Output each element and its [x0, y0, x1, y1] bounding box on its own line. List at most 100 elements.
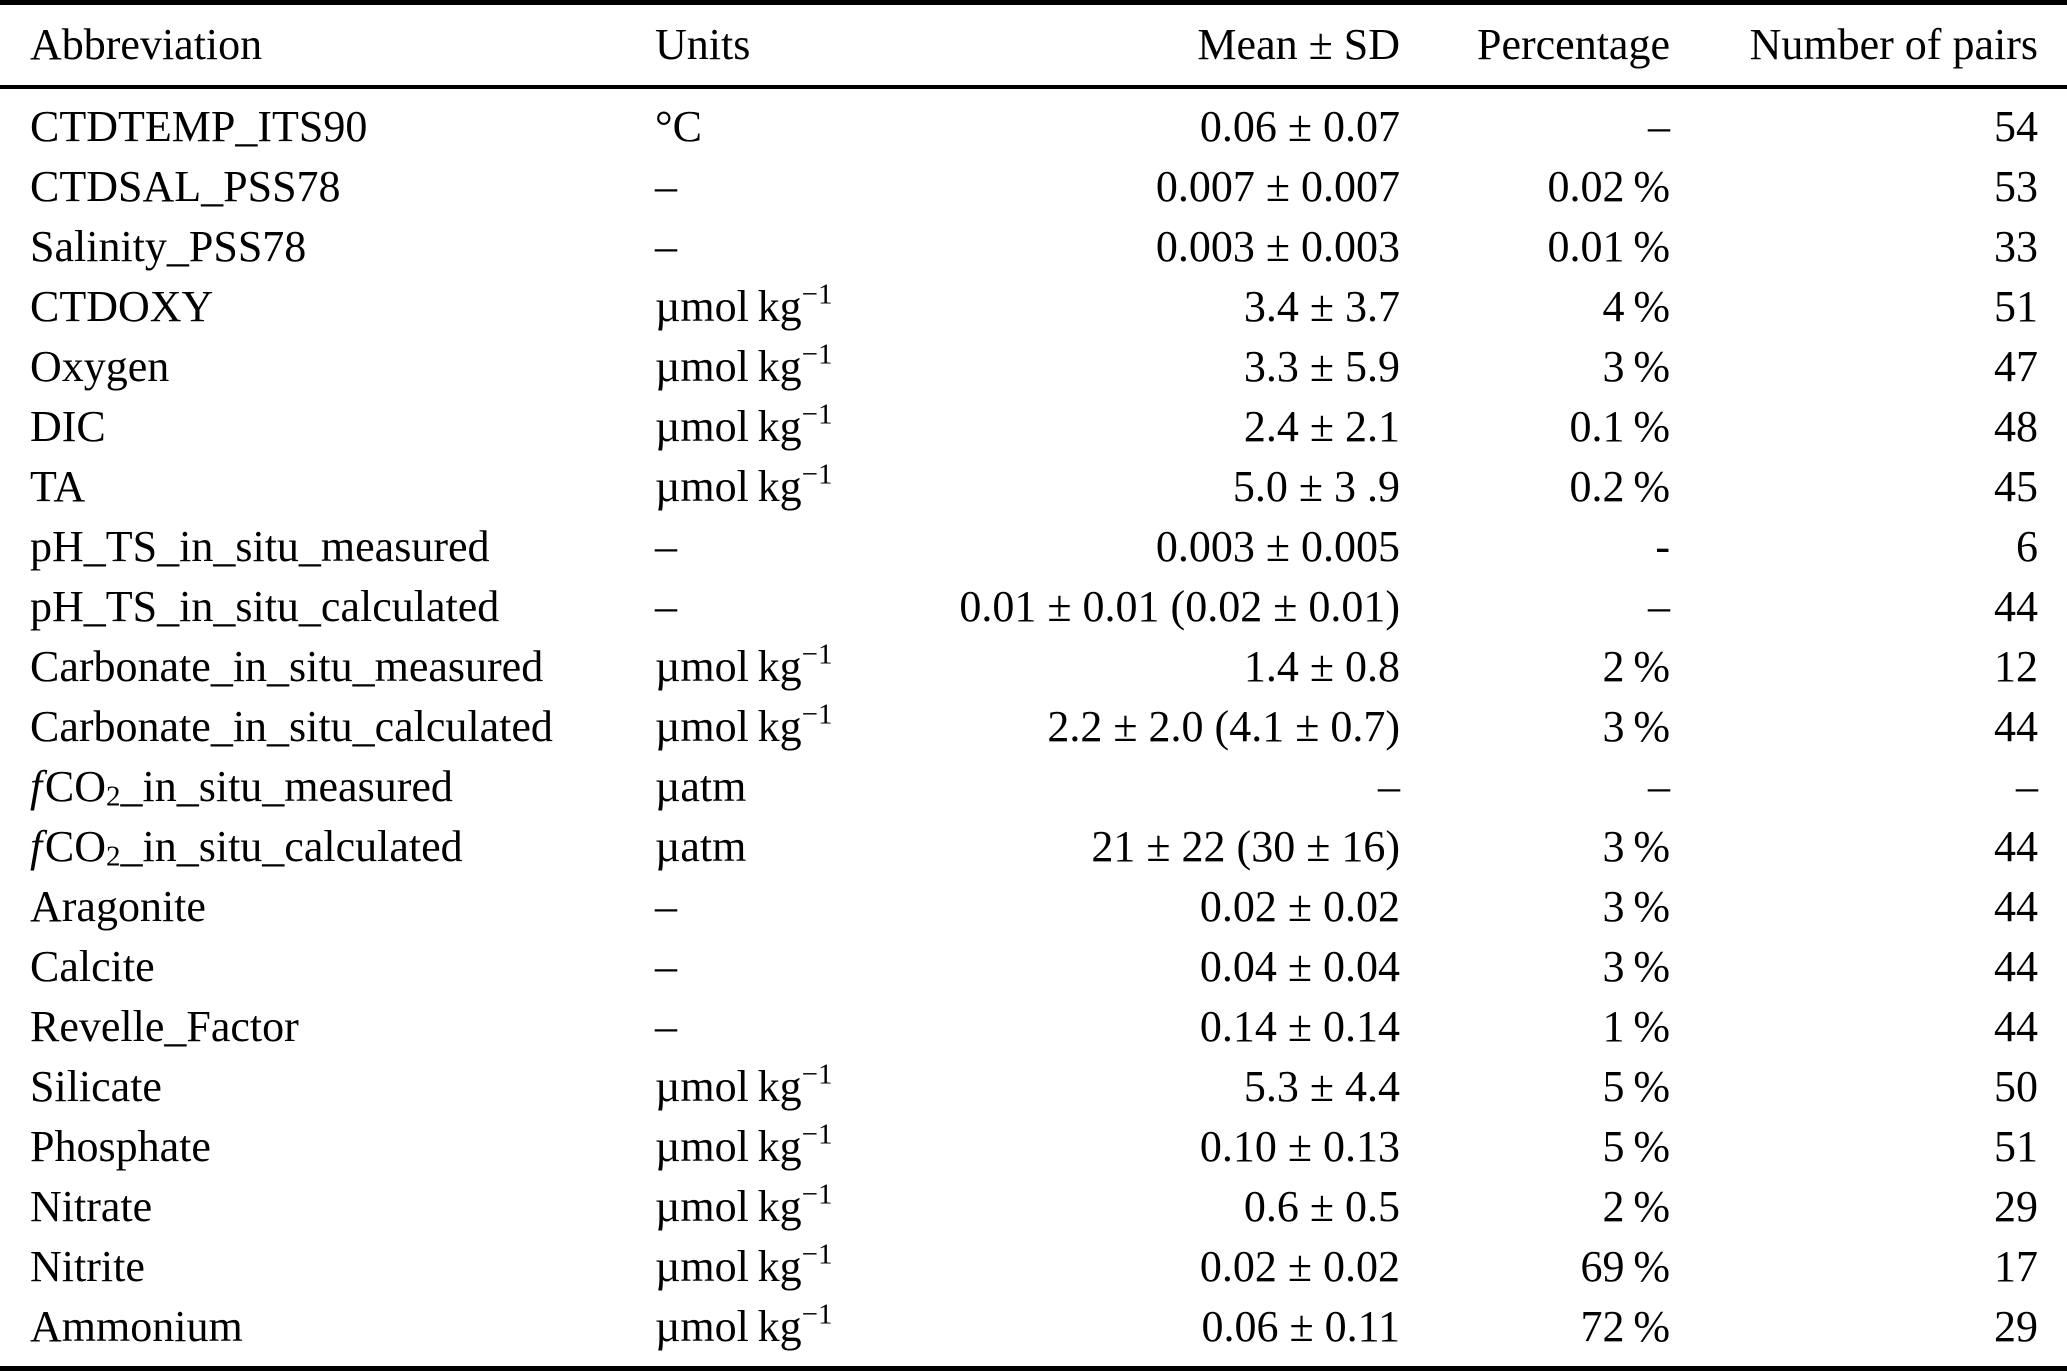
cell-mean-sd: 0.02 ± 0.02	[1199, 1242, 1400, 1291]
table-row: DIC µmol kg−1 2.4 ± 2.1 0.1 % 48	[0, 397, 2067, 457]
column-header-mean-sd: Mean ± SD	[1197, 20, 1400, 69]
cell-units: –	[655, 1002, 677, 1051]
table-row: Revelle_Factor – 0.14 ± 0.14 1 % 44	[0, 997, 2067, 1057]
cell-abbreviation: Carbonate_in_situ_measured	[30, 642, 544, 691]
table-row: Calcite – 0.04 ± 0.04 3 % 44	[0, 937, 2067, 997]
cell-percentage: 0.02 %	[1547, 162, 1670, 211]
table-row: Ammonium µmol kg−1 0.06 ± 0.11 72 % 29	[0, 1297, 2067, 1357]
cell-number-of-pairs: 44	[1994, 822, 2038, 871]
cell-abbreviation: Silicate	[30, 1062, 162, 1111]
cell-abbreviation: Ammonium	[30, 1302, 243, 1351]
cell-mean-sd: 0.02 ± 0.02	[1199, 882, 1400, 931]
cell-abbreviation: Nitrite	[30, 1242, 145, 1291]
cell-percentage: 2 %	[1602, 642, 1670, 691]
cell-abbreviation: TA	[30, 462, 86, 511]
cell-number-of-pairs: 44	[1994, 702, 2038, 751]
cell-units: µmol kg−1	[655, 1298, 833, 1351]
cell-number-of-pairs: 44	[1994, 582, 2038, 631]
cell-percentage: 3 %	[1602, 942, 1670, 991]
cell-units: –	[655, 162, 677, 211]
cell-number-of-pairs: 50	[1994, 1062, 2038, 1111]
cell-number-of-pairs: 44	[1994, 1002, 2038, 1051]
table-row: fCO2_in_situ_calculated µatm 21 ± 22 (30 ±…	[0, 817, 2067, 877]
table-row: Salinity_PSS78 – 0.003 ± 0.003 0.01 % 33	[0, 217, 2067, 277]
column-header-percentage: Percentage	[1477, 20, 1670, 69]
cell-mean-sd: 0.14 ± 0.14	[1199, 1002, 1400, 1051]
cell-number-of-pairs: –	[2016, 762, 2038, 811]
cell-abbreviation: Carbonate_in_situ_calculated	[30, 702, 553, 751]
cell-number-of-pairs: 29	[1994, 1302, 2038, 1351]
cell-percentage: 72 %	[1580, 1302, 1670, 1351]
cell-abbreviation: DIC	[30, 402, 106, 451]
cell-units: µmol kg−1	[655, 698, 833, 751]
cell-abbreviation: Nitrate	[30, 1182, 153, 1231]
cell-number-of-pairs: 44	[1994, 882, 2038, 931]
cell-percentage: 3 %	[1602, 822, 1670, 871]
cell-mean-sd: 0.06 ± 0.11	[1201, 1302, 1400, 1351]
table-row: TA µmol kg−1 5.0 ± 3 .9 0.2 % 45	[0, 457, 2067, 517]
cell-units: µatm	[655, 822, 747, 871]
cell-abbreviation: Phosphate	[30, 1122, 211, 1171]
cell-mean-sd: 1.4 ± 0.8	[1243, 642, 1400, 691]
cell-abbreviation: Revelle_Factor	[30, 1002, 299, 1051]
cell-units: –	[655, 942, 677, 991]
cell-abbreviation: CTDSAL_PSS78	[30, 162, 341, 211]
cell-percentage: –	[1648, 762, 1670, 811]
table-body: CTDTEMP_ITS90 °C 0.06 ± 0.07 – 54 CTDSAL_PSS7…	[0, 89, 2067, 1366]
cell-abbreviation: fCO2_in_situ_calculated	[30, 822, 463, 873]
table-row: Oxygen µmol kg−1 3.3 ± 5.9 3 % 47	[0, 337, 2067, 397]
cell-number-of-pairs: 44	[1994, 942, 2038, 991]
cell-units: µmol kg−1	[655, 638, 833, 691]
cell-number-of-pairs: 48	[1994, 402, 2038, 451]
cell-percentage: 0.01 %	[1547, 222, 1670, 271]
cell-units: µmol kg−1	[655, 1238, 833, 1291]
cell-mean-sd: 3.3 ± 5.9	[1243, 342, 1400, 391]
cell-mean-sd: 21 ± 22 (30 ± 16)	[1091, 822, 1400, 871]
cell-number-of-pairs: 51	[1994, 282, 2038, 331]
cell-units: µmol kg−1	[655, 278, 833, 331]
column-header-units: Units	[655, 20, 751, 69]
table-row: pH_TS_in_situ_measured – 0.003 ± 0.005 - 6	[0, 517, 2067, 577]
table-row: Nitrite µmol kg−1 0.02 ± 0.02 69 % 17	[0, 1237, 2067, 1297]
cell-number-of-pairs: 17	[1994, 1242, 2038, 1291]
cell-mean-sd: 0.007 ± 0.007	[1155, 162, 1400, 211]
cell-percentage: 69 %	[1580, 1242, 1670, 1291]
cell-percentage: 1 %	[1602, 1002, 1670, 1051]
cell-percentage: 3 %	[1602, 342, 1670, 391]
cell-units: µmol kg−1	[655, 458, 833, 511]
cell-mean-sd: 3.4 ± 3.7	[1243, 282, 1400, 331]
cell-mean-sd: 0.06 ± 0.07	[1199, 102, 1400, 151]
cell-mean-sd: 2.4 ± 2.1	[1243, 402, 1400, 451]
table-row: CTDSAL_PSS78 – 0.007 ± 0.007 0.02 % 53	[0, 157, 2067, 217]
cell-abbreviation: fCO2_in_situ_measured	[30, 762, 453, 813]
table-header: Abbreviation Units Mean ± SD Percentage …	[0, 5, 2067, 89]
cell-percentage: 3 %	[1602, 702, 1670, 751]
cell-abbreviation: CTDTEMP_ITS90	[30, 102, 368, 151]
cell-number-of-pairs: 12	[1994, 642, 2038, 691]
cell-mean-sd: 0.04 ± 0.04	[1199, 942, 1400, 991]
table-row: Nitrate µmol kg−1 0.6 ± 0.5 2 % 29	[0, 1177, 2067, 1237]
cell-abbreviation: CTDOXY	[30, 282, 214, 331]
cell-percentage: 5 %	[1602, 1122, 1670, 1171]
cell-units: µmol kg−1	[655, 338, 833, 391]
table-row: fCO2_in_situ_measured µatm – – –	[0, 757, 2067, 817]
table-row: CTDOXY µmol kg−1 3.4 ± 3.7 4 % 51	[0, 277, 2067, 337]
column-header-abbreviation: Abbreviation	[30, 20, 263, 69]
cell-number-of-pairs: 47	[1994, 342, 2038, 391]
cell-units: µmol kg−1	[655, 1118, 833, 1171]
cell-number-of-pairs: 6	[2016, 522, 2038, 571]
table-row: Silicate µmol kg−1 5.3 ± 4.4 5 % 50	[0, 1057, 2067, 1117]
cell-mean-sd: 5.3 ± 4.4	[1243, 1062, 1400, 1111]
cell-percentage: 0.2 %	[1569, 462, 1670, 511]
cell-mean-sd: 0.003 ± 0.003	[1155, 222, 1400, 271]
cell-units: µatm	[655, 762, 747, 811]
cell-number-of-pairs: 53	[1994, 162, 2038, 211]
cell-abbreviation: pH_TS_in_situ_calculated	[30, 582, 500, 631]
table-row: Carbonate_in_situ_calculated µmol kg−1 2.2…	[0, 697, 2067, 757]
cell-units: µmol kg−1	[655, 398, 833, 451]
table-row: Phosphate µmol kg−1 0.10 ± 0.13 5 % 51	[0, 1117, 2067, 1177]
cell-percentage: 5 %	[1602, 1062, 1670, 1111]
cell-abbreviation: Aragonite	[30, 882, 206, 931]
cell-mean-sd: 0.003 ± 0.005	[1155, 522, 1400, 571]
